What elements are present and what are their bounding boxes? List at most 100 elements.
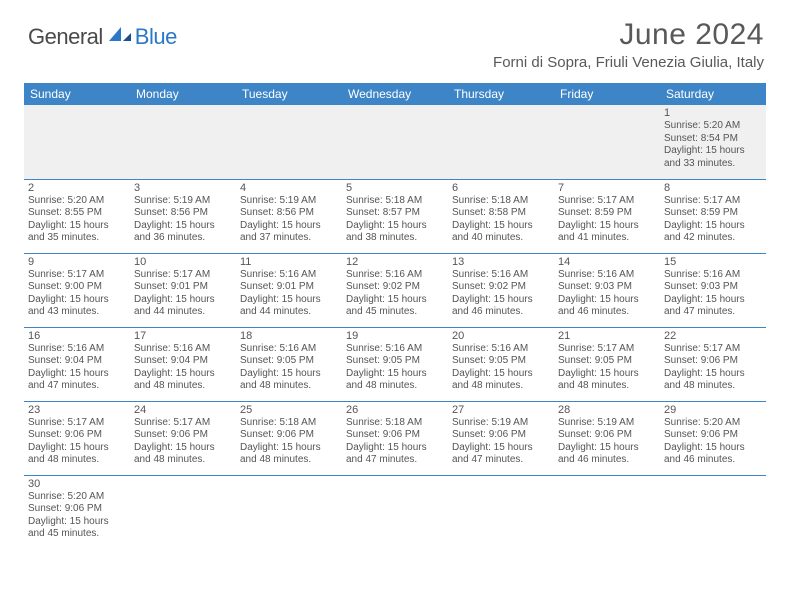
day-cell: 6Sunrise: 5:18 AMSunset: 8:58 PMDaylight… [448, 179, 554, 253]
day-number: 26 [346, 404, 444, 416]
sunrise-line: Sunrise: 5:20 AM [664, 417, 762, 430]
day-cell: 15Sunrise: 5:16 AMSunset: 9:03 PMDayligh… [660, 253, 766, 327]
sunset-line: Sunset: 9:06 PM [664, 355, 762, 368]
calendar-row: 23Sunrise: 5:17 AMSunset: 9:06 PMDayligh… [24, 401, 766, 475]
sunset-line: Sunset: 9:06 PM [346, 429, 444, 442]
day-cell: 25Sunrise: 5:18 AMSunset: 9:06 PMDayligh… [236, 401, 342, 475]
sunrise-line: Sunrise: 5:19 AM [240, 195, 338, 208]
sunset-line: Sunset: 9:01 PM [134, 281, 232, 294]
sunrise-line: Sunrise: 5:16 AM [558, 269, 656, 282]
day-cell: 18Sunrise: 5:16 AMSunset: 9:05 PMDayligh… [236, 327, 342, 401]
sunrise-line: Sunrise: 5:18 AM [346, 195, 444, 208]
day-number: 6 [452, 182, 550, 194]
title-block: June 2024 Forni di Sopra, Friuli Venezia… [493, 18, 764, 71]
daylight-line: Daylight: 15 hours and 40 minutes. [452, 220, 550, 245]
sunrise-line: Sunrise: 5:20 AM [28, 491, 126, 504]
sunset-line: Sunset: 8:54 PM [664, 133, 762, 146]
day-number: 22 [664, 330, 762, 342]
empty-cell [236, 475, 342, 549]
sunset-line: Sunset: 9:05 PM [452, 355, 550, 368]
empty-cell [342, 105, 448, 179]
day-cell: 9Sunrise: 5:17 AMSunset: 9:00 PMDaylight… [24, 253, 130, 327]
sunset-line: Sunset: 9:06 PM [664, 429, 762, 442]
day-number: 10 [134, 256, 232, 268]
sunrise-line: Sunrise: 5:18 AM [346, 417, 444, 430]
day-number: 14 [558, 256, 656, 268]
day-cell: 7Sunrise: 5:17 AMSunset: 8:59 PMDaylight… [554, 179, 660, 253]
sunset-line: Sunset: 9:02 PM [452, 281, 550, 294]
day-number: 7 [558, 182, 656, 194]
daylight-line: Daylight: 15 hours and 46 minutes. [664, 442, 762, 467]
day-cell: 22Sunrise: 5:17 AMSunset: 9:06 PMDayligh… [660, 327, 766, 401]
day-cell: 1Sunrise: 5:20 AMSunset: 8:54 PMDaylight… [660, 105, 766, 179]
day-number: 24 [134, 404, 232, 416]
day-number: 21 [558, 330, 656, 342]
day-number: 17 [134, 330, 232, 342]
daylight-line: Daylight: 15 hours and 48 minutes. [558, 368, 656, 393]
day-cell: 8Sunrise: 5:17 AMSunset: 8:59 PMDaylight… [660, 179, 766, 253]
empty-cell [24, 105, 130, 179]
sunrise-line: Sunrise: 5:17 AM [28, 269, 126, 282]
weekday-header: Friday [554, 83, 660, 105]
weekday-header: Thursday [448, 83, 554, 105]
sunrise-line: Sunrise: 5:17 AM [558, 343, 656, 356]
sunset-line: Sunset: 9:06 PM [134, 429, 232, 442]
day-cell: 24Sunrise: 5:17 AMSunset: 9:06 PMDayligh… [130, 401, 236, 475]
day-cell: 21Sunrise: 5:17 AMSunset: 9:05 PMDayligh… [554, 327, 660, 401]
daylight-line: Daylight: 15 hours and 48 minutes. [240, 442, 338, 467]
day-number: 16 [28, 330, 126, 342]
day-number: 28 [558, 404, 656, 416]
day-cell: 3Sunrise: 5:19 AMSunset: 8:56 PMDaylight… [130, 179, 236, 253]
location: Forni di Sopra, Friuli Venezia Giulia, I… [493, 54, 764, 71]
daylight-line: Daylight: 15 hours and 48 minutes. [346, 368, 444, 393]
empty-cell [554, 475, 660, 549]
sunset-line: Sunset: 9:03 PM [664, 281, 762, 294]
daylight-line: Daylight: 15 hours and 47 minutes. [346, 442, 444, 467]
sunset-line: Sunset: 8:56 PM [240, 207, 338, 220]
empty-cell [130, 105, 236, 179]
day-number: 9 [28, 256, 126, 268]
daylight-line: Daylight: 15 hours and 48 minutes. [240, 368, 338, 393]
day-number: 20 [452, 330, 550, 342]
sunrise-line: Sunrise: 5:16 AM [134, 343, 232, 356]
day-number: 13 [452, 256, 550, 268]
day-number: 27 [452, 404, 550, 416]
sunrise-line: Sunrise: 5:19 AM [134, 195, 232, 208]
empty-cell [554, 105, 660, 179]
daylight-line: Daylight: 15 hours and 48 minutes. [134, 368, 232, 393]
day-number: 8 [664, 182, 762, 194]
day-number: 2 [28, 182, 126, 194]
daylight-line: Daylight: 15 hours and 44 minutes. [134, 294, 232, 319]
logo-text-blue: Blue [135, 24, 177, 50]
day-cell: 23Sunrise: 5:17 AMSunset: 9:06 PMDayligh… [24, 401, 130, 475]
sunset-line: Sunset: 8:58 PM [452, 207, 550, 220]
day-number: 1 [664, 107, 762, 119]
logo-text-general: General [28, 24, 103, 50]
sunset-line: Sunset: 8:57 PM [346, 207, 444, 220]
weekday-header-row: SundayMondayTuesdayWednesdayThursdayFrid… [24, 83, 766, 105]
sunset-line: Sunset: 9:05 PM [346, 355, 444, 368]
day-cell: 19Sunrise: 5:16 AMSunset: 9:05 PMDayligh… [342, 327, 448, 401]
sunrise-line: Sunrise: 5:17 AM [134, 269, 232, 282]
day-cell: 28Sunrise: 5:19 AMSunset: 9:06 PMDayligh… [554, 401, 660, 475]
sunrise-line: Sunrise: 5:17 AM [664, 343, 762, 356]
sunset-line: Sunset: 8:55 PM [28, 207, 126, 220]
weekday-header: Sunday [24, 83, 130, 105]
calendar-body: 1 Sunrise: 5:20 AM Sunset: 8:54 PM Daylight… [24, 105, 766, 549]
day-cell: 4Sunrise: 5:19 AMSunset: 8:56 PMDaylight… [236, 179, 342, 253]
sunset-line: Sunset: 9:05 PM [558, 355, 656, 368]
daylight-line: Daylight: 15 hours and 46 minutes. [452, 294, 550, 319]
sunset-line: Sunset: 8:59 PM [664, 207, 762, 220]
sunset-line: Sunset: 9:04 PM [28, 355, 126, 368]
day-number: 29 [664, 404, 762, 416]
sunset-line: Sunset: 9:06 PM [452, 429, 550, 442]
daylight-line: Daylight: 15 hours and 46 minutes. [558, 294, 656, 319]
month-title: June 2024 [493, 18, 764, 52]
sunrise-line: Sunrise: 5:16 AM [452, 343, 550, 356]
weekday-header: Tuesday [236, 83, 342, 105]
sunset-line: Sunset: 9:06 PM [28, 503, 126, 516]
daylight-line: Daylight: 15 hours and 41 minutes. [558, 220, 656, 245]
daylight-line: Daylight: 15 hours and 48 minutes. [664, 368, 762, 393]
daylight-line: Daylight: 15 hours and 35 minutes. [28, 220, 126, 245]
daylight-line: Daylight: 15 hours and 45 minutes. [346, 294, 444, 319]
